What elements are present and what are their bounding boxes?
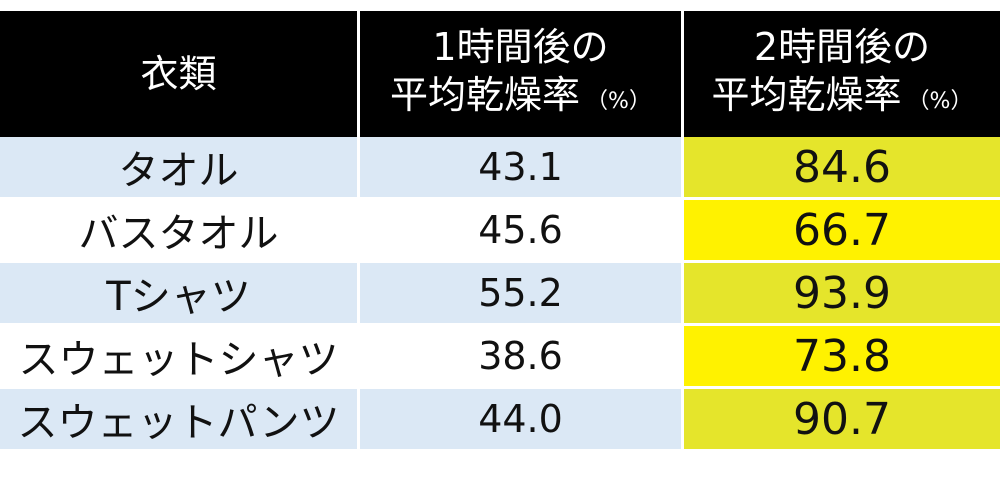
table-row-item: バスタオル <box>0 200 360 263</box>
table-row-value-2h: 66.7 <box>684 200 1000 263</box>
header-1hour-line1: 1時間後の <box>432 24 609 69</box>
header-2hour-line1: 2時間後の <box>753 24 931 69</box>
table-row-item: スウェットシャツ <box>0 326 360 389</box>
drying-rate-table: 衣類 1時間後の 平均乾燥率 （%） 2時間後の 平均乾燥率 （%） タオル 43.… <box>0 11 1000 452</box>
header-2hour-unit: （%） <box>907 88 973 114</box>
table-row-value-1h: 55.2 <box>360 263 684 326</box>
table-row-value-1h: 43.1 <box>360 137 684 200</box>
table-row-value-2h: 90.7 <box>684 389 1000 452</box>
table-row-value-2h: 73.8 <box>684 326 1000 389</box>
header-item-label: 衣類 <box>140 52 217 96</box>
table-row-value-1h: 38.6 <box>360 326 684 389</box>
table-row-value-2h: 93.9 <box>684 263 1000 326</box>
table-row-value-1h: 45.6 <box>360 200 684 263</box>
header-1hour: 1時間後の 平均乾燥率 （%） <box>360 11 684 137</box>
table-row-value-1h: 44.0 <box>360 389 684 452</box>
table-row-item: タオル <box>0 137 360 200</box>
table-row-item: Tシャツ <box>0 263 360 326</box>
header-item: 衣類 <box>0 11 360 137</box>
header-1hour-unit: （%） <box>586 88 651 114</box>
header-2hour: 2時間後の 平均乾燥率 （%） <box>684 11 1000 137</box>
header-2hour-line2: 平均乾燥率 <box>711 72 902 117</box>
table-row-item: スウェットパンツ <box>0 389 360 452</box>
header-1hour-line2: 平均乾燥率 <box>390 72 581 117</box>
table-row-value-2h: 84.6 <box>684 137 1000 200</box>
